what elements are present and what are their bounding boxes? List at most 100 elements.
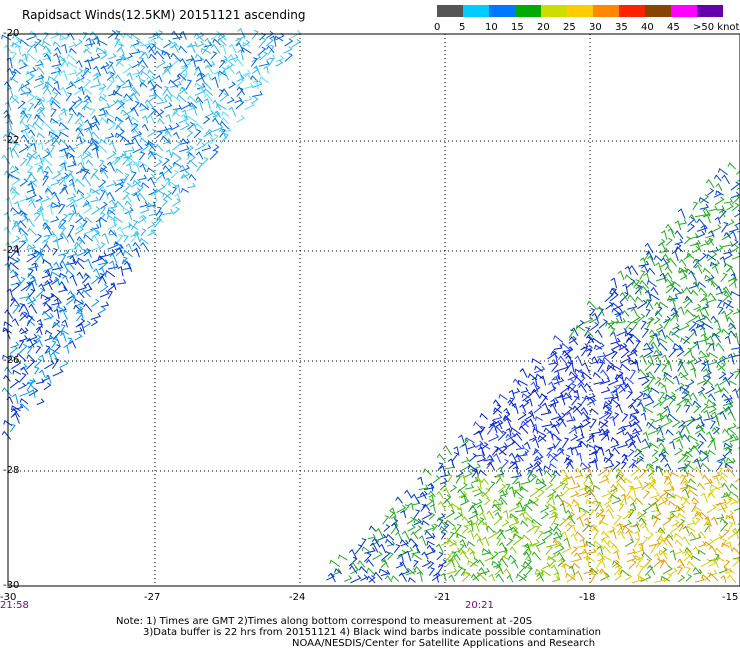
wind-barb bbox=[90, 227, 101, 237]
wind-barb bbox=[124, 157, 132, 166]
wind-barb bbox=[492, 404, 502, 415]
wind-barb bbox=[613, 550, 620, 560]
wind-barb bbox=[638, 468, 647, 479]
wind-barb bbox=[354, 544, 363, 555]
wind-barb bbox=[3, 419, 13, 427]
wind-barb bbox=[685, 573, 693, 582]
wind-barb bbox=[27, 262, 39, 270]
wind-barb bbox=[154, 50, 165, 60]
wind-barb bbox=[141, 182, 150, 189]
wind-barb bbox=[427, 560, 435, 569]
wind-barb bbox=[327, 572, 336, 583]
wind-barb bbox=[237, 27, 246, 39]
wind-barb bbox=[440, 532, 446, 540]
wind-barb bbox=[553, 377, 565, 385]
wind-barb bbox=[17, 220, 27, 229]
wind-barb bbox=[524, 550, 533, 561]
wind-barb bbox=[568, 335, 577, 344]
wind-barb bbox=[710, 483, 721, 491]
wind-barb bbox=[426, 544, 435, 554]
wind-barb bbox=[51, 170, 62, 180]
wind-barb bbox=[158, 171, 166, 180]
wind-barb bbox=[42, 45, 52, 55]
wind-barb bbox=[67, 145, 75, 153]
wind-barb bbox=[69, 47, 77, 54]
wind-barb bbox=[26, 142, 33, 151]
wind-barb bbox=[90, 140, 99, 152]
wind-barb bbox=[625, 530, 634, 541]
wind-barb bbox=[518, 425, 529, 434]
colorbar-segment bbox=[697, 5, 723, 17]
wind-barb bbox=[641, 438, 651, 449]
wind-barb bbox=[367, 533, 376, 540]
wind-barb bbox=[643, 342, 652, 352]
wind-barb bbox=[625, 434, 635, 443]
wind-barb bbox=[130, 116, 139, 123]
wind-barb bbox=[52, 329, 62, 340]
wind-barb bbox=[221, 88, 229, 97]
wind-barb bbox=[650, 506, 659, 513]
wind-barb bbox=[561, 499, 572, 507]
wind-barb bbox=[692, 413, 703, 422]
wind-barb bbox=[58, 159, 68, 167]
wind-barb bbox=[537, 489, 545, 498]
wind-barb bbox=[59, 360, 69, 368]
wind-barb bbox=[510, 514, 518, 525]
wind-barb bbox=[10, 341, 20, 349]
wind-barb bbox=[364, 552, 372, 563]
wind-barb bbox=[492, 500, 504, 507]
wind-barb bbox=[665, 284, 675, 294]
wind-barb bbox=[366, 575, 376, 584]
wind-barb bbox=[612, 412, 620, 421]
wind-barb bbox=[736, 165, 740, 175]
wind-barb bbox=[654, 376, 662, 385]
wind-barb bbox=[344, 575, 353, 582]
wind-barb bbox=[566, 416, 576, 422]
wind-barb bbox=[173, 161, 182, 168]
wind-barb bbox=[624, 265, 632, 275]
wind-barb bbox=[18, 227, 29, 236]
wind-barb bbox=[711, 557, 719, 569]
wind-barb bbox=[38, 101, 46, 110]
wind-barb bbox=[448, 574, 456, 582]
longitude-label: -27 bbox=[144, 592, 161, 603]
wind-barb bbox=[219, 120, 229, 130]
wind-barb bbox=[106, 207, 116, 216]
wind-barb bbox=[170, 52, 181, 62]
wind-barb bbox=[726, 316, 735, 324]
wind-barb bbox=[18, 339, 25, 349]
wind-barb bbox=[545, 545, 553, 556]
wind-barb bbox=[679, 268, 688, 280]
wind-barb bbox=[556, 447, 565, 455]
wind-barb bbox=[565, 458, 573, 469]
wind-barb bbox=[662, 418, 673, 427]
wind-barb bbox=[597, 545, 603, 555]
wind-barb bbox=[13, 68, 21, 75]
wind-barb bbox=[458, 434, 465, 443]
wind-barb bbox=[733, 504, 740, 512]
wind-barb bbox=[644, 361, 653, 372]
wind-barb bbox=[607, 526, 616, 533]
wind-barb bbox=[152, 32, 164, 41]
wind-barb bbox=[459, 538, 467, 549]
wind-barb bbox=[132, 161, 141, 173]
wind-barb bbox=[518, 564, 526, 574]
wind-barb bbox=[217, 70, 227, 77]
wind-barb bbox=[26, 313, 35, 322]
wind-barb bbox=[53, 336, 61, 347]
wind-barb bbox=[67, 172, 75, 180]
wind-barb bbox=[196, 137, 203, 146]
wind-barb bbox=[43, 278, 54, 287]
wind-barb bbox=[20, 54, 29, 62]
wind-barb bbox=[462, 470, 473, 479]
wind-barb bbox=[148, 53, 157, 60]
wind-barb bbox=[92, 123, 100, 131]
wind-barb bbox=[687, 489, 699, 497]
wind-barb bbox=[46, 204, 53, 215]
wind-barb bbox=[699, 203, 709, 210]
wind-barb bbox=[629, 485, 637, 497]
wind-barb bbox=[77, 161, 86, 173]
wind-barb bbox=[678, 371, 688, 381]
wind-barb bbox=[401, 530, 411, 542]
wind-barb bbox=[502, 411, 511, 421]
